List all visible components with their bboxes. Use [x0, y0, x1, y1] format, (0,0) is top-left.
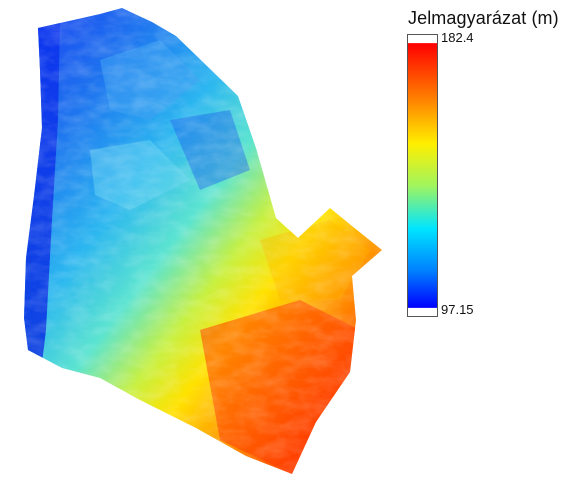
legend-max-label: 182.4 — [441, 30, 474, 45]
legend-min-label: 97.15 — [441, 302, 474, 317]
legend-color-bar — [407, 34, 438, 317]
legend-title: Jelmagyarázat (m) — [408, 8, 559, 28]
